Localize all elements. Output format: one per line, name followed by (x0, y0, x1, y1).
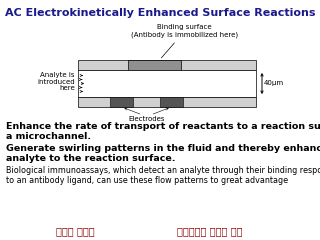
Bar (78, 60, 256, 70)
Text: Binding surface
(Antibody is immobilized here): Binding surface (Antibody is immobilized… (131, 24, 238, 58)
Bar (160, 97, 183, 107)
Text: 授課老師： 李旺龍 教授: 授課老師： 李旺龍 教授 (177, 226, 243, 236)
Text: Generate swirling patterns in the fluid and thereby enhance the transport of th
: Generate swirling patterns in the fluid … (6, 144, 320, 163)
Text: Biological immunoassays, which detect an analyte through their binding response
: Biological immunoassays, which detect an… (6, 166, 320, 185)
Text: Electrodes: Electrodes (128, 116, 165, 122)
Text: Enhance the rate of transport of reactants to a reaction surface on the wall of
: Enhance the rate of transport of reactan… (6, 122, 320, 141)
Text: AC Electrokinetically Enhanced Surface Reactions: AC Electrokinetically Enhanced Surface R… (5, 8, 315, 18)
Text: Analyte is
introduced
here: Analyte is introduced here (37, 72, 75, 91)
Bar (78, 97, 256, 107)
Bar (78, 70, 256, 97)
Text: 40μm: 40μm (264, 80, 284, 86)
Text: 學生： 鄭宜防: 學生： 鄭宜防 (56, 226, 94, 236)
Bar (110, 97, 133, 107)
Bar (128, 60, 181, 70)
